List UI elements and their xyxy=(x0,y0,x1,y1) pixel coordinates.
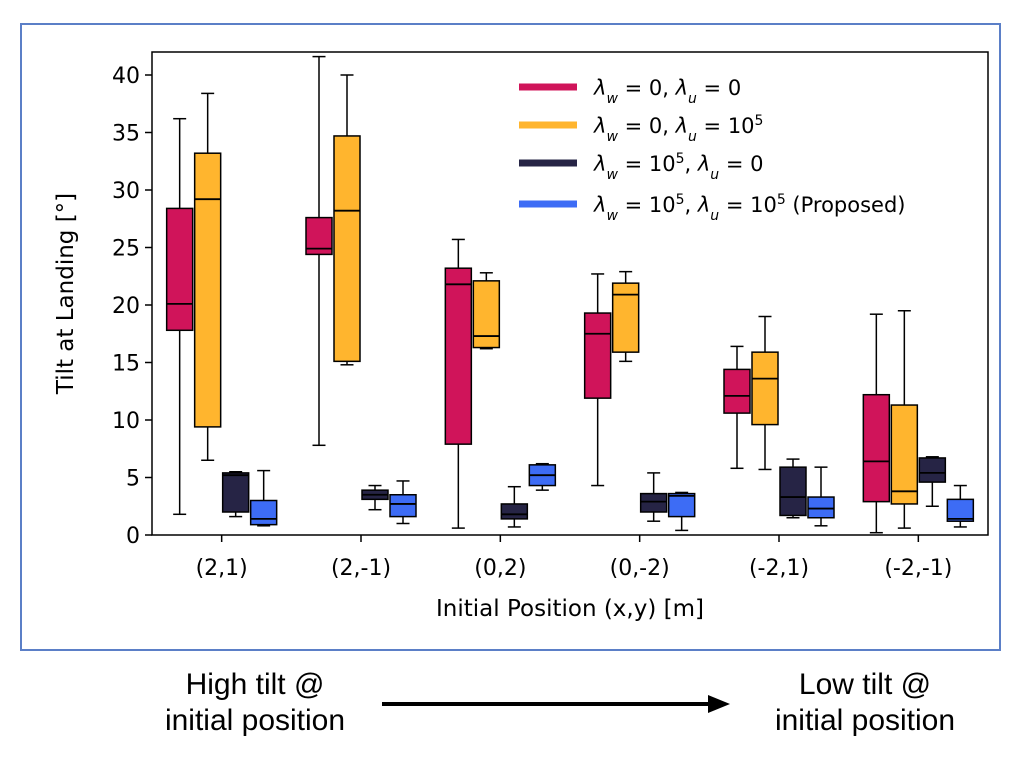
y-tick-label-15: 15 xyxy=(112,352,140,377)
box-body xyxy=(667,492,696,518)
box-body xyxy=(221,472,250,513)
y-tick-label-5: 5 xyxy=(126,467,140,492)
x-tick-label-5: (-2,-1) xyxy=(884,556,952,581)
y-tick-label-30: 30 xyxy=(112,179,140,204)
box-4-3 xyxy=(667,491,696,532)
box-body xyxy=(751,351,779,426)
box-body xyxy=(444,267,473,445)
box-4-4 xyxy=(807,466,835,527)
box-body xyxy=(639,492,668,513)
box-1-4 xyxy=(723,345,751,470)
box-3-5 xyxy=(918,456,947,507)
box-3-1 xyxy=(361,484,389,511)
caption-high-tilt: High tilt @ initial position xyxy=(110,667,400,739)
box-2-0 xyxy=(193,92,222,461)
box-body xyxy=(723,368,751,414)
cap-left-line-2: initial position xyxy=(164,704,346,737)
box-1-3 xyxy=(583,273,612,487)
box-body xyxy=(583,312,612,399)
axes-frame xyxy=(151,51,989,536)
box-2-4 xyxy=(751,315,779,471)
box-3-0 xyxy=(221,471,250,518)
box-1-0 xyxy=(165,117,194,516)
figure-frame xyxy=(20,23,1001,651)
arrow-head xyxy=(708,695,730,713)
box-2-1 xyxy=(333,74,361,366)
y-tick-label-40: 40 xyxy=(112,64,140,89)
cap-right-line-2: initial position xyxy=(774,704,956,737)
x-tick-label-2: (0,2) xyxy=(474,556,526,581)
box-body xyxy=(333,135,361,363)
cap-left-line-1: High tilt @ xyxy=(185,668,325,701)
box-2-3 xyxy=(611,270,640,363)
box-4-0 xyxy=(249,469,278,527)
box-body xyxy=(165,207,194,332)
box-3-3 xyxy=(639,472,668,522)
x-tick-label-4: (-2,1) xyxy=(749,556,809,581)
x-tick-label-0: (2,1) xyxy=(196,556,248,581)
box-2-5 xyxy=(890,310,919,529)
y-tick-label-25: 25 xyxy=(112,237,140,262)
caption-low-tilt: Low tilt @ initial position xyxy=(720,667,1010,739)
y-axis-label: Tilt at Landing [°] xyxy=(53,193,79,395)
y-tick-label-35: 35 xyxy=(112,122,140,147)
cap-right-line-1: Low tilt @ xyxy=(798,668,932,701)
box-body xyxy=(890,404,919,505)
y-tick-label-10: 10 xyxy=(112,409,140,434)
box-2-2 xyxy=(472,272,501,350)
box-body xyxy=(249,499,278,526)
box-3-4 xyxy=(779,458,807,519)
box-1-2 xyxy=(444,238,473,529)
box-4-5 xyxy=(946,484,975,528)
box-body xyxy=(862,393,891,503)
box-body xyxy=(807,496,835,519)
box-4-1 xyxy=(389,480,417,525)
box-1-1 xyxy=(305,55,333,447)
box-4-2 xyxy=(528,462,557,491)
x-tick-label-1: (2,-1) xyxy=(331,556,391,581)
x-axis-label: Initial Position (x,y) [m] xyxy=(436,596,704,622)
box-body xyxy=(946,498,975,522)
y-tick-label-20: 20 xyxy=(112,294,140,319)
box-body xyxy=(918,457,947,483)
y-tick-label-0: 0 xyxy=(126,524,140,549)
box-body xyxy=(389,494,417,518)
box-body xyxy=(779,466,807,517)
box-1-5 xyxy=(862,313,891,534)
x-tick-label-3: (0,-2) xyxy=(610,556,670,581)
box-3-2 xyxy=(500,485,529,528)
plot-area: 0 5 10 15 20 25 30 35 40 Tilt at Landing [°] (2,1)… xyxy=(53,51,989,622)
